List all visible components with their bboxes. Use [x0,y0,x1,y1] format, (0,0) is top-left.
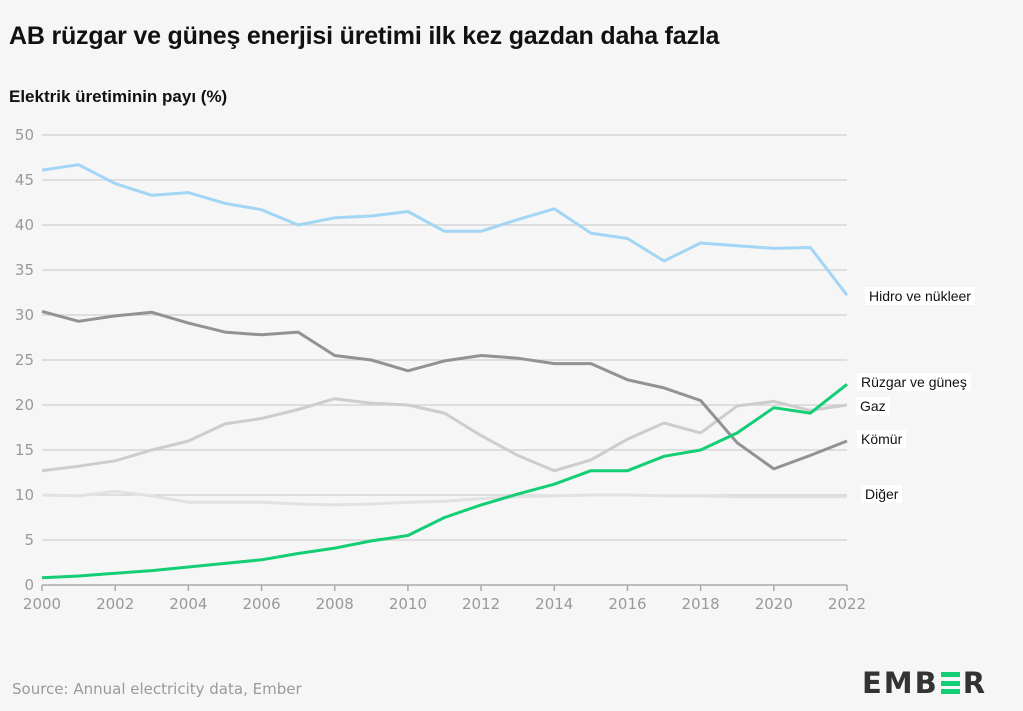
y-tick-label: 0 [24,576,34,594]
x-tick-label: 2002 [96,595,134,613]
y-axis-title: Elektrik üretiminin payı (%) [9,87,228,106]
logo-e-icon [940,672,960,694]
x-tick-label: 2000 [23,595,61,613]
series-label-gaz: Gaz [856,397,890,415]
source-note: Source: Annual electricity data, Ember [12,680,302,698]
x-axis: 2000 2002 2004 2006 2008 2010 2012 2014 2016 2018… [23,584,866,613]
y-axis-ticks: 0 5 10 15 20 25 30 35 40 45 50 [15,126,34,594]
x-tick-label: 2004 [169,595,207,613]
series-line-gaz [41,397,848,473]
series-line-ruzgar-ve-gunes [41,383,848,580]
series-line-hidro-ve-nukleer [41,163,849,297]
x-tick-label: 2006 [242,595,280,613]
y-tick-label: 20 [15,396,34,414]
y-tick-label: 45 [15,171,34,189]
y-tick-label: 25 [15,351,34,369]
x-tick-label: 2020 [755,595,793,613]
y-tick-label: 30 [15,306,34,324]
gridlines [42,134,847,541]
series-label-hidro-ve-nukleer: Hidro ve nükleer [865,287,975,305]
series-label-ruzgar-ve-gunes: Rüzgar ve güneş [857,373,971,391]
x-tick-label: 2008 [316,595,354,613]
x-tick-label: 2016 [608,595,646,613]
series-label-komur: Kömür [857,430,907,448]
series-lines [41,163,849,580]
series-label-diger: Diğer [861,485,903,503]
x-tick-label: 2010 [389,595,427,613]
chart-title: AB rüzgar ve güneş enerjisi üretimi ilk … [9,22,720,50]
series-line-diger [41,489,847,507]
y-tick-label: 15 [15,441,34,459]
y-tick-label: 40 [15,216,34,234]
x-tick-label: 2018 [682,595,720,613]
x-tick-label: 2022 [828,595,866,613]
x-tick-label: 2014 [535,595,573,613]
x-tick-label: 2012 [462,595,500,613]
logo-text-left: EMB [862,666,939,700]
ember-logo: EMB R [862,666,987,700]
logo-text-right: R [962,666,988,700]
y-tick-label: 5 [24,531,34,549]
series-line-komur [41,309,848,471]
y-tick-label: 35 [15,261,34,279]
y-tick-label: 50 [15,126,34,144]
y-tick-label: 10 [15,486,34,504]
